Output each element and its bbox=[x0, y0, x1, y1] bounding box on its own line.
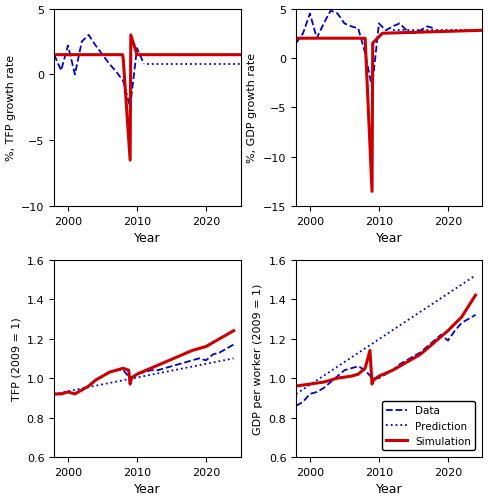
X-axis label: Year: Year bbox=[376, 232, 403, 245]
Legend: Data, Prediction, Simulation: Data, Prediction, Simulation bbox=[382, 401, 475, 450]
X-axis label: Year: Year bbox=[134, 232, 161, 245]
Y-axis label: %, TFP growth rate: %, TFP growth rate bbox=[5, 55, 16, 161]
Y-axis label: TFP (2009 = 1): TFP (2009 = 1) bbox=[11, 317, 21, 400]
X-axis label: Year: Year bbox=[134, 482, 161, 495]
X-axis label: Year: Year bbox=[376, 482, 403, 495]
Y-axis label: GDP per worker (2009 = 1): GDP per worker (2009 = 1) bbox=[253, 283, 263, 434]
Y-axis label: %, GDP growth rate: %, GDP growth rate bbox=[247, 53, 258, 163]
